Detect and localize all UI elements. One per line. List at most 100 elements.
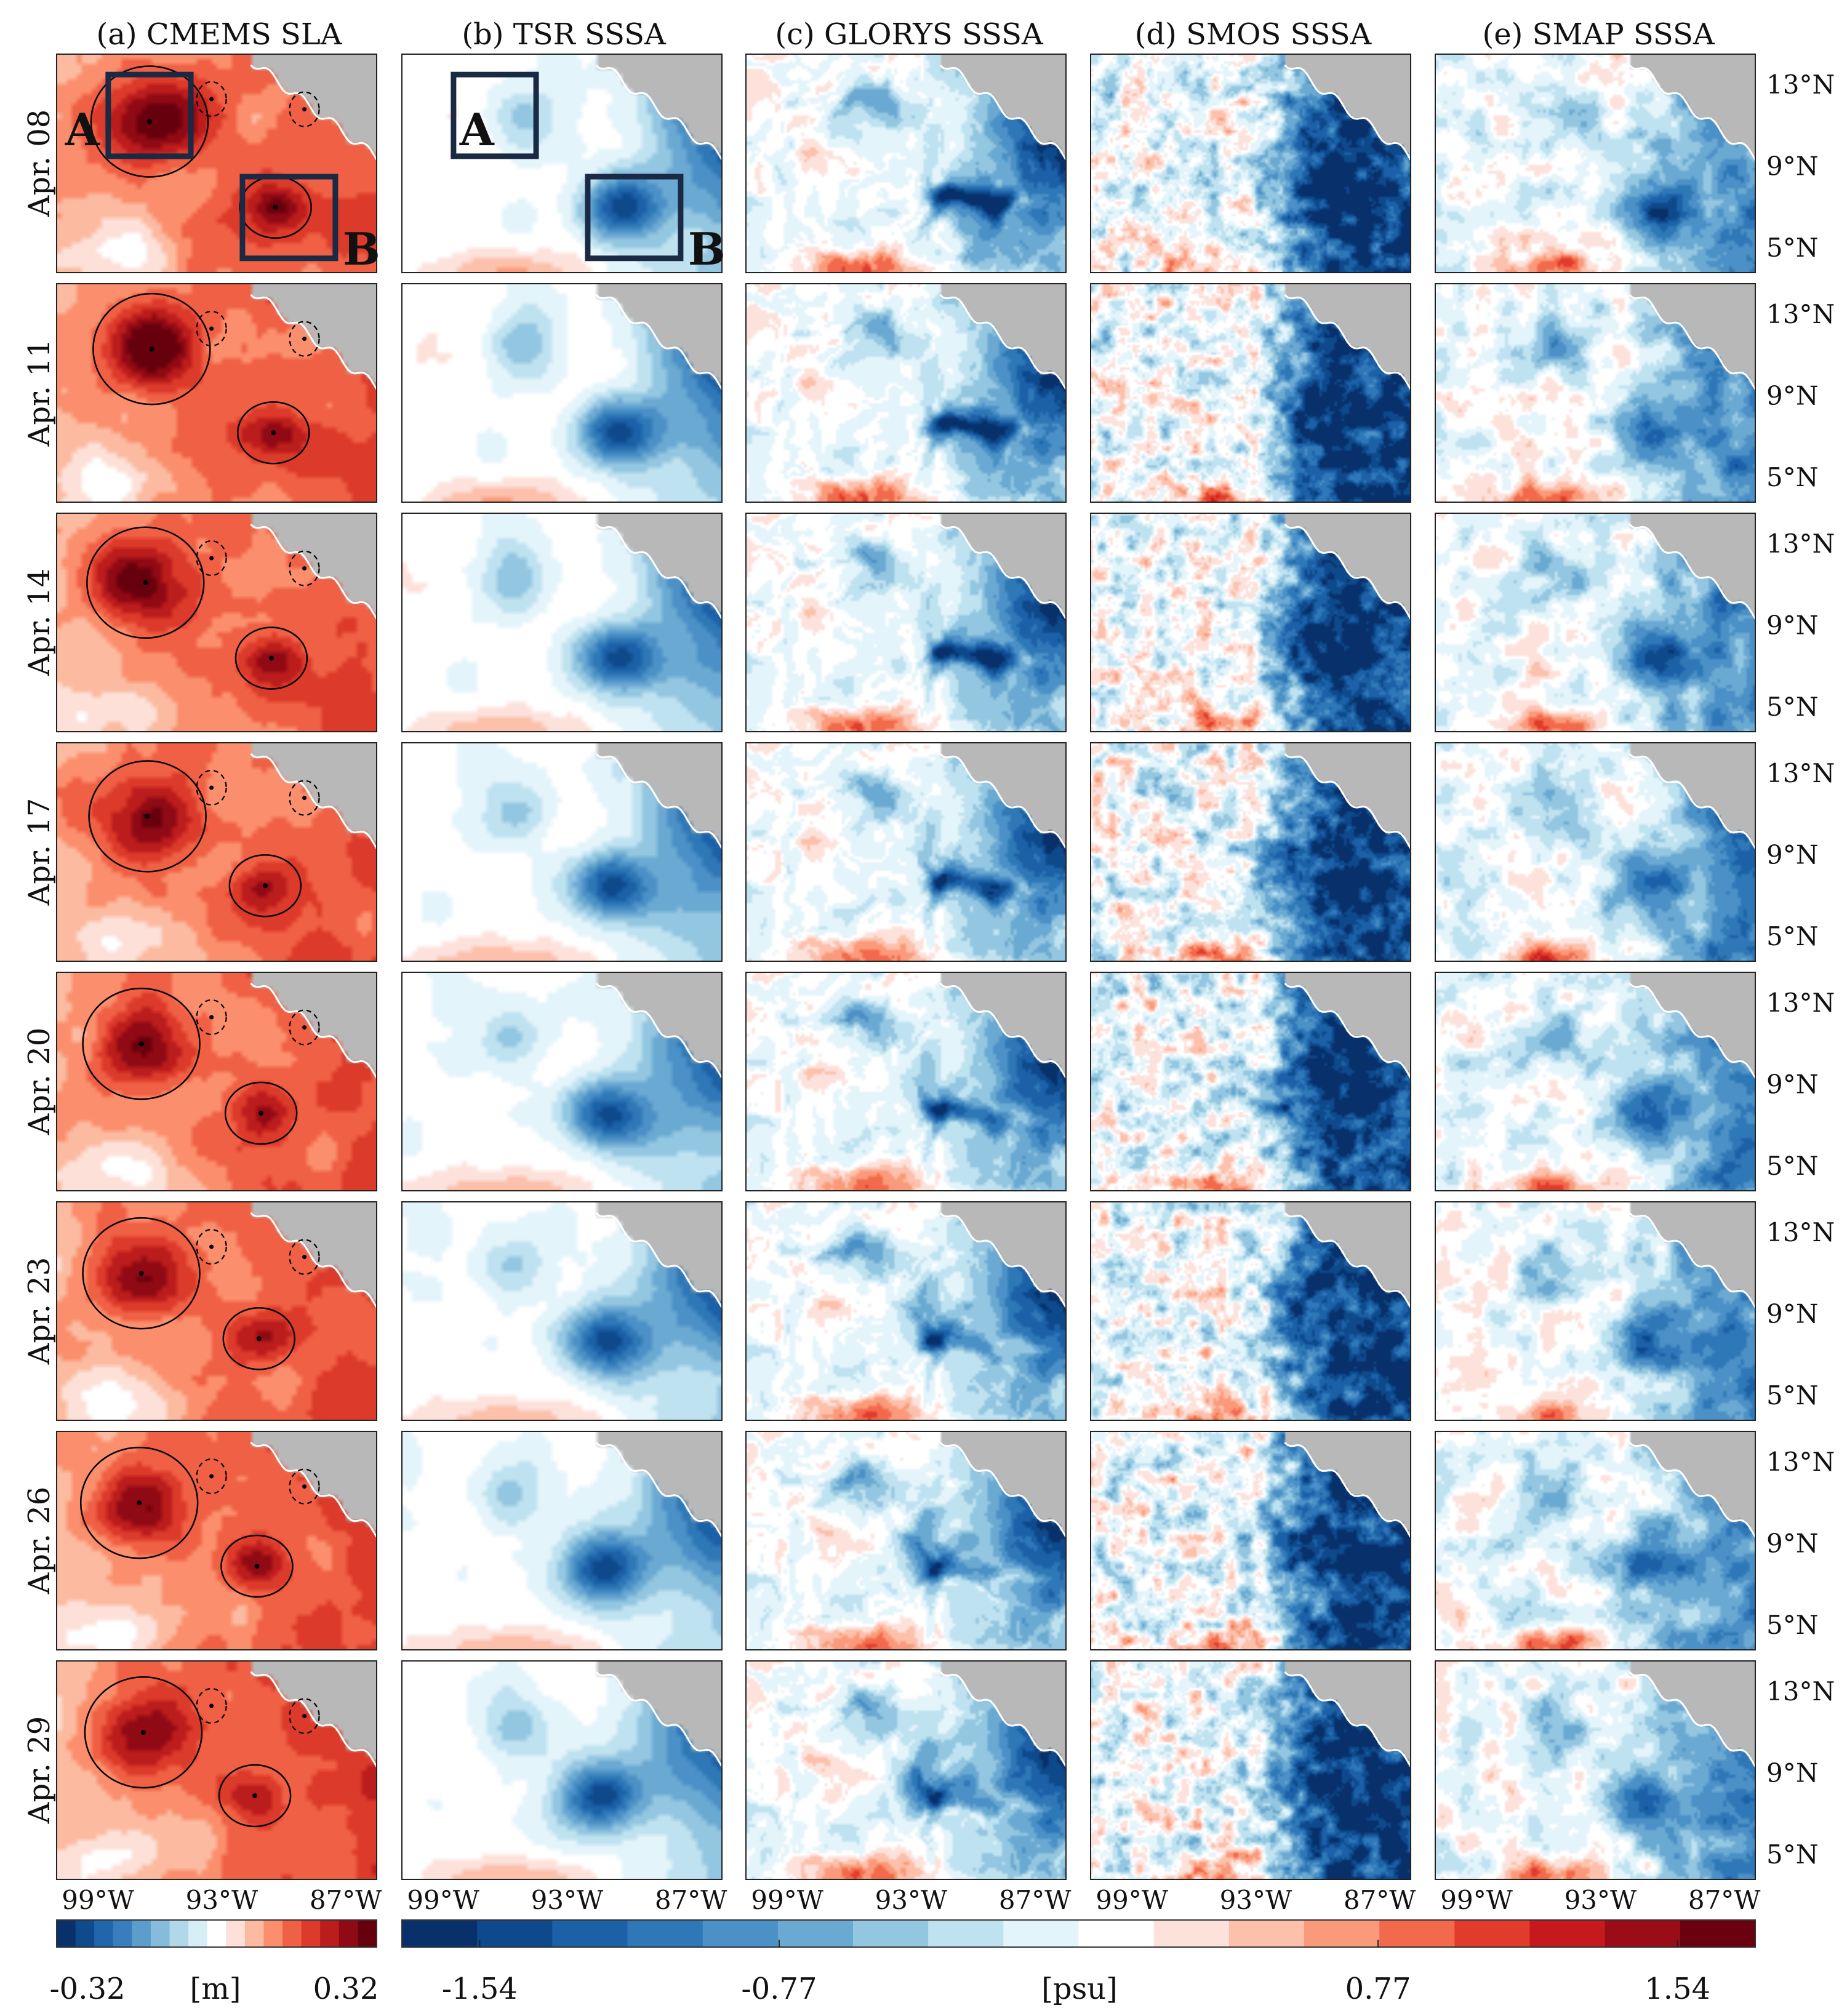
coastline — [1629, 294, 1757, 390]
y-tick-label: 5°N — [1766, 692, 1818, 722]
map-panel-c — [745, 742, 1067, 962]
map-panel-c — [745, 513, 1067, 732]
colorbar-swatch — [57, 1920, 76, 1947]
colorbar-swatch — [169, 1920, 189, 1947]
eddy-b-contour — [222, 1307, 296, 1370]
panel-frame — [1090, 283, 1411, 503]
cyclonic-center — [209, 97, 214, 102]
y-tick-label: 13°N — [1766, 988, 1835, 1018]
coastline — [939, 294, 1067, 390]
panel-title-b: (b) TSR SSSA — [462, 17, 667, 52]
row-label: Apr. 23 — [22, 1257, 57, 1366]
eddy-a-center — [137, 1500, 142, 1506]
cyclonic-center — [209, 326, 214, 331]
map-panel-e — [1435, 283, 1757, 503]
map-panel-d — [1090, 1201, 1412, 1421]
field-image — [1091, 1202, 1411, 1420]
region-label-a: A — [459, 103, 495, 156]
coastline — [939, 753, 1067, 849]
coastline — [250, 1212, 378, 1308]
region-label-a: A — [65, 103, 100, 156]
colorbar-swatch — [1454, 1920, 1530, 1947]
cyclonic-center — [302, 1255, 307, 1260]
field-image — [1435, 54, 1755, 273]
panel-frame — [1090, 54, 1411, 273]
row-label: Apr. 26 — [22, 1487, 57, 1595]
map-panel-a — [56, 283, 378, 503]
cyclonic-center — [302, 337, 307, 342]
cyclonic-center — [209, 1015, 214, 1020]
panel-frame — [56, 1431, 377, 1650]
eddy-a-contour — [88, 760, 207, 873]
field-image — [1435, 972, 1755, 1191]
y-tick-label: 13°N — [1766, 70, 1835, 100]
cyclonic-contour — [289, 1468, 320, 1505]
map-panel-a — [56, 1201, 378, 1421]
field-image — [1091, 743, 1411, 961]
y-tick-label: 9°N — [1766, 151, 1818, 181]
coastline — [250, 294, 378, 390]
eddy-a-contour — [92, 292, 211, 406]
map-panel-d — [1090, 742, 1412, 962]
panel-title-c: (c) GLORYS SSSA — [775, 17, 1044, 52]
x-tick-label: 99°W — [751, 1885, 823, 1915]
map-panel-c — [745, 283, 1067, 503]
map-panel-c — [745, 1201, 1067, 1421]
x-tick-label: 87°W — [655, 1885, 727, 1915]
cyclonic-center — [209, 1474, 214, 1479]
field-image — [746, 284, 1066, 502]
panel-frame — [56, 283, 377, 503]
panel-frame — [56, 972, 377, 1191]
colorbar-swatch — [402, 1920, 478, 1947]
panel-frame — [401, 283, 723, 503]
y-tick-label: 5°N — [1766, 1380, 1818, 1410]
y-tick-label: 9°N — [1766, 1069, 1818, 1099]
field-image — [1435, 513, 1755, 732]
eddy-a-center — [146, 119, 152, 124]
colorbar-swatch — [132, 1920, 151, 1947]
cyclonic-center — [302, 1714, 307, 1719]
cyclonic-contour — [289, 91, 320, 127]
map-panel-e — [1435, 54, 1757, 273]
region-box-a — [105, 71, 194, 159]
cyclonic-contour — [196, 540, 227, 577]
colorbar-sss: -1.54 -0.77 0.77 1.54 — [401, 1919, 1756, 2006]
coastline — [1629, 1212, 1757, 1308]
field-image — [57, 972, 377, 1191]
eddy-a-contour — [79, 1446, 199, 1559]
coastline — [595, 982, 723, 1079]
y-tick-label: 5°N — [1766, 1839, 1818, 1870]
colorbar-swatch — [282, 1920, 302, 1947]
panel-title-e: (e) SMAP SSSA — [1483, 17, 1715, 52]
colorbar-swatch — [1078, 1920, 1155, 1947]
field-image — [402, 1202, 722, 1420]
eddy-a-contour — [84, 1676, 203, 1789]
y-tick-label: 9°N — [1766, 1298, 1818, 1329]
x-tick-label: 87°W — [1688, 1885, 1761, 1915]
cyclonic-center — [302, 107, 307, 112]
eddy-b-center — [273, 204, 278, 210]
coastline — [250, 753, 378, 849]
eddy-b-contour — [224, 1081, 298, 1145]
map-panel-a — [56, 1431, 378, 1650]
coastline — [250, 64, 378, 161]
panel-frame — [1090, 1201, 1411, 1421]
eddy-b-contour — [228, 854, 302, 918]
region-label-b: B — [688, 223, 726, 275]
map-panel-e — [1435, 1431, 1757, 1650]
y-tick-label: 5°N — [1766, 921, 1818, 951]
x-tick-label: 93°W — [1565, 1885, 1637, 1915]
colorbar-tick-label: 0.32 — [313, 1972, 379, 2006]
y-tick-label: 9°N — [1766, 1528, 1818, 1558]
colorbar-swatch — [263, 1920, 283, 1947]
field-image — [57, 743, 377, 961]
field-image — [1091, 972, 1411, 1191]
colorbar-swatch — [1680, 1920, 1756, 1947]
panel-frame — [1435, 513, 1756, 732]
panel-frame — [1090, 972, 1411, 1191]
field-image — [402, 972, 722, 1191]
y-tick-label: 13°N — [1766, 1676, 1835, 1706]
cyclonic-center — [302, 1484, 307, 1489]
coastline — [1629, 1441, 1757, 1538]
